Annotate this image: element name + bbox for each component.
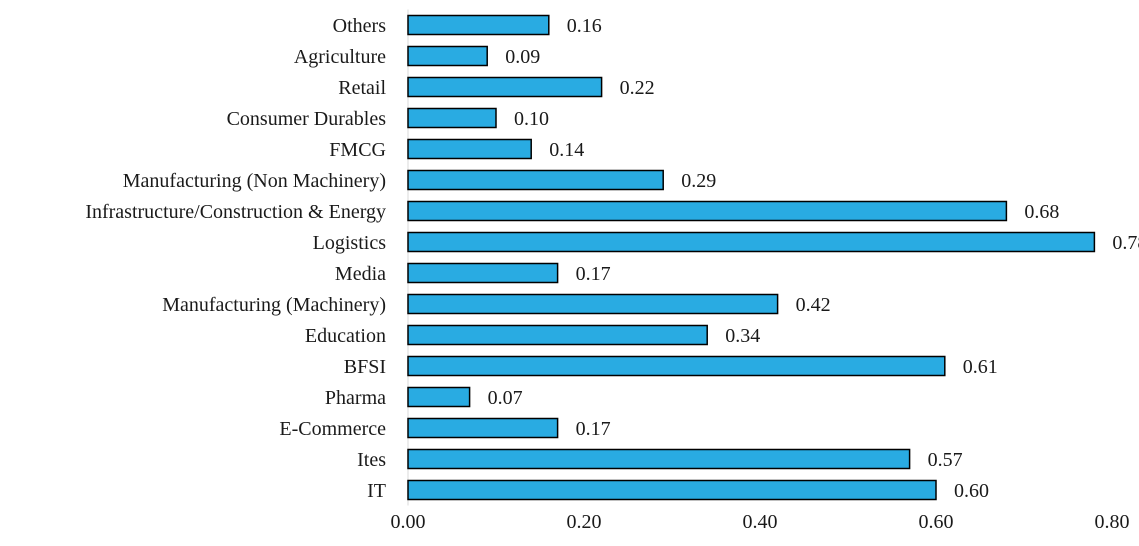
category-label: IT [367,480,386,502]
bar [407,14,550,36]
category-label: Manufacturing (Machinery) [162,294,386,316]
bar [407,448,911,470]
bar [407,231,1096,253]
value-label: 0.68 [1024,201,1059,223]
value-label: 0.09 [505,46,540,68]
bar [407,107,497,129]
bar [407,45,488,67]
category-label: Pharma [325,387,386,409]
value-label: 0.17 [576,263,611,285]
value-label: 0.29 [681,170,716,192]
x-tick-label: 0.40 [743,511,778,533]
bar [407,293,779,315]
bar [407,169,664,191]
value-label: 0.57 [928,449,963,471]
value-label: 0.16 [567,15,602,37]
category-label: Infrastructure/Construction & Energy [85,201,386,223]
bar [407,138,532,160]
value-label: 0.22 [620,77,655,99]
x-tick-label: 0.80 [1095,511,1130,533]
bar [407,200,1008,222]
value-label: 0.78 [1112,232,1139,254]
bar [407,417,559,439]
value-label: 0.42 [796,294,831,316]
category-label: BFSI [344,356,386,378]
value-label: 0.34 [725,325,760,347]
category-label: Manufacturing (Non Machinery) [123,170,386,192]
x-tick-label: 0.00 [391,511,426,533]
category-label: FMCG [329,139,386,161]
bar [407,386,471,408]
value-labels: 0.60 0.57 0.17 0.07 0.61 0.34 0.42 0.17 0.78 0.68… [488,15,1139,502]
x-tick-label: 0.60 [919,511,954,533]
value-label: 0.07 [488,387,523,409]
category-label: E-Commerce [279,418,386,440]
category-labels: IT Ites E-Commerce Pharma BFSI Education Manuf… [85,15,386,502]
category-label: Education [305,325,386,347]
category-label: Logistics [313,232,387,254]
bar [407,479,937,501]
category-label: Others [333,15,387,37]
x-tick-labels: 0.00 0.20 0.40 0.60 0.80 [391,511,1130,533]
bar [407,324,708,346]
category-label: Agriculture [294,46,386,68]
value-label: 0.60 [954,480,989,502]
category-label: Consumer Durables [227,108,387,130]
category-label: Retail [338,77,386,99]
category-label: Ites [357,449,386,471]
value-label: 0.14 [549,139,584,161]
bar [407,355,946,377]
bar [407,76,603,98]
value-label: 0.17 [576,418,611,440]
value-label: 0.61 [963,356,998,378]
x-tick-label: 0.20 [567,511,602,533]
bars [407,14,1096,501]
category-label: Media [335,263,386,285]
value-label: 0.10 [514,108,549,130]
bar [407,262,559,284]
